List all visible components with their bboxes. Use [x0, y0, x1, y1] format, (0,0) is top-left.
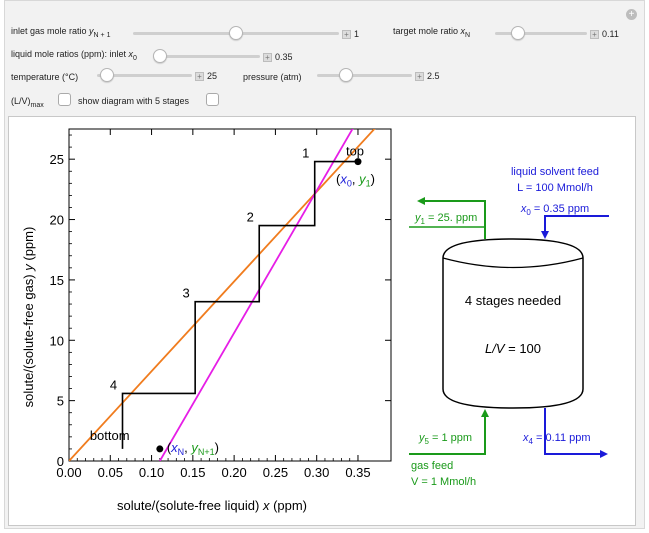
show-diagram-label: show diagram with 5 stages: [78, 96, 190, 106]
equilibrium-line: [159, 129, 354, 461]
temperature-slider[interactable]: [97, 68, 192, 82]
x-tick-label: 0.00: [56, 465, 81, 480]
temperature-value: 25: [207, 71, 218, 81]
slider-thumb[interactable]: [229, 26, 243, 40]
gas-feed-flow: V = 1 Mmol/h: [411, 476, 476, 488]
liquid-outlet-arrow: [544, 408, 608, 458]
lv-max-checkbox[interactable]: [58, 93, 71, 106]
liquid-feed-flow: L = 100 Mmol/h: [517, 182, 593, 194]
pressure-label: pressure (atm): [243, 72, 302, 82]
inlet-gas-slider[interactable]: [133, 26, 339, 40]
bottom-coordinate-label: (xN, yN+1): [167, 440, 219, 457]
y-tick-label: 0: [57, 454, 64, 469]
x-tick-label: 0.30: [304, 465, 329, 480]
slider-thumb[interactable]: [153, 49, 167, 63]
show-diagram-checkbox[interactable]: [206, 93, 219, 106]
column-top-rim: [442, 257, 584, 269]
slider-track: [495, 32, 587, 35]
slider-track: [160, 55, 260, 58]
lv-ratio-text: L/V = 100: [485, 341, 541, 356]
top-coordinate-label: (x0, y1): [336, 172, 375, 189]
y-axis-label: solute/(solute-free gas) y (ppm): [21, 227, 36, 408]
temperature-plus-icon[interactable]: +: [195, 72, 204, 81]
x-axis-label: solute/(solute-free liquid) x (ppm): [117, 498, 307, 513]
liquid-value: 0.35: [275, 52, 293, 62]
liquid-feed-arrow: [541, 215, 609, 239]
lv-max-label: (L/V)max: [11, 96, 44, 109]
liquid-slider[interactable]: [153, 49, 260, 63]
x-tick-label: 0.10: [139, 465, 164, 480]
target-value: 0.11: [602, 29, 619, 39]
slider-track: [97, 74, 192, 77]
column-diagram: 4 stages needed L/V = 100 y1 = 25. ppm l…: [409, 166, 609, 488]
pressure-slider[interactable]: [317, 68, 412, 82]
stage-label: 1: [302, 146, 309, 161]
top-point: [354, 158, 362, 166]
y-tick-label: 5: [57, 394, 64, 409]
target-slider[interactable]: [495, 26, 587, 40]
target-plus-icon[interactable]: +: [590, 30, 599, 39]
gas-feed-title: gas feed: [411, 460, 453, 472]
gas-outlet-label: y1 = 25. ppm: [414, 212, 477, 226]
chart-marks: 1 2 3 4 top bottom (x0, y1) (xN, yN+1): [69, 129, 376, 461]
y-tick-label: 25: [50, 152, 64, 167]
top-annotation: top: [346, 144, 364, 159]
x-tick-label: 0.25: [263, 465, 288, 480]
liquid-label: liquid mole ratios (ppm): inlet x0: [11, 49, 137, 62]
column-vessel: [442, 238, 584, 409]
slider-thumb[interactable]: [338, 68, 353, 82]
inlet-gas-label: inlet gas mole ratio yN + 1: [11, 26, 111, 39]
temperature-label: temperature (°C): [11, 72, 79, 82]
inlet-gas-value: 1: [354, 29, 360, 39]
stage-label: 4: [110, 377, 117, 392]
slider-thumb[interactable]: [99, 68, 114, 82]
y-tick-label: 15: [50, 273, 64, 288]
bottom-annotation: bottom: [90, 428, 130, 443]
x-tick-label: 0.05: [98, 465, 123, 480]
y-tick-label: 10: [50, 333, 64, 348]
liquid-plus-icon[interactable]: +: [263, 53, 272, 62]
liquid-feed-composition: x0 = 0.35 ppm: [520, 203, 589, 217]
stages-needed-text: 4 stages needed: [465, 293, 561, 308]
expand-plus-icon[interactable]: +: [626, 9, 637, 20]
mccabe-thiele-chart: 0.00 0.05 0.10 0.15 0.20 0.25 0.30 0.35 0 5 10 15 20…: [21, 128, 609, 513]
gas-feed-arrow: [409, 409, 489, 455]
x-tick-label: 0.35: [345, 465, 370, 480]
stage-label: 2: [247, 210, 254, 225]
inlet-gas-plus-icon[interactable]: +: [342, 30, 351, 39]
gas-feed-composition: y5 = 1 ppm: [418, 432, 472, 446]
bottom-point: [156, 445, 164, 453]
plot-frame: [68, 128, 392, 462]
target-label: target mole ratio xN: [393, 26, 471, 39]
stage-label: 3: [183, 286, 190, 301]
plot-area: 0.00 0.05 0.10 0.15 0.20 0.25 0.30 0.35 0 5 10 15 20…: [8, 116, 636, 526]
slider-track: [317, 74, 412, 77]
stages-line: [121, 160, 358, 449]
x-tick-label: 0.20: [221, 465, 246, 480]
liquid-feed-title: liquid solvent feed: [511, 166, 599, 178]
pressure-value: 2.5: [427, 71, 440, 81]
operating-line: [69, 129, 376, 461]
pressure-plus-icon[interactable]: +: [415, 72, 424, 81]
slider-thumb[interactable]: [511, 26, 525, 40]
y-tick-label: 20: [50, 213, 64, 228]
chart-axes: 0.00 0.05 0.10 0.15 0.20 0.25 0.30 0.35 0 5 10 15 20…: [50, 128, 392, 480]
liquid-outlet-label: x4 = 0.11 ppm: [522, 432, 591, 446]
x-tick-label: 0.15: [180, 465, 205, 480]
